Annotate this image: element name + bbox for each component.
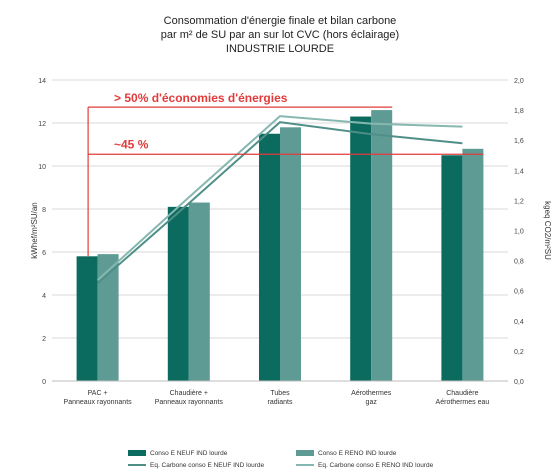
x-tick-label: Chaudière <box>446 390 478 397</box>
bar-reno <box>371 110 393 381</box>
legend: Conso E NEUF IND lourde Conso E RENO IND … <box>128 450 434 469</box>
y-tick-label: 8 <box>42 207 46 214</box>
bar-reno <box>462 148 484 381</box>
annotation-label: > 50% d'économies d'énergies <box>114 91 288 105</box>
bar-neuf <box>441 155 463 381</box>
bar-reno <box>97 254 119 381</box>
y-axis-left-label: kWhef/m²SU/an <box>30 202 39 258</box>
bar-reno <box>188 202 210 381</box>
y2-tick-label: 0,2 <box>514 349 524 356</box>
y-axis-left-ticks: 0 2 4 6 8 10 12 14 <box>38 78 46 386</box>
y2-tick-label: 0,6 <box>514 289 524 296</box>
x-tick-label: gaz <box>366 399 378 406</box>
annotations: > 50% d'économies d'énergies ~45 % <box>87 91 484 257</box>
legend-label: Eq. Carbone conso E NEUF IND lourde <box>150 462 265 469</box>
y2-tick-label: 1,2 <box>514 198 524 205</box>
y-axis-right-ticks: 0,0 0,2 0,4 0,6 0,8 1,0 1,2 1,4 1,6 1,8 2,0 <box>514 78 524 386</box>
carbon-line-reno <box>96 115 463 281</box>
carbon-lines <box>96 115 463 284</box>
y2-tick-label: 1,4 <box>514 168 524 175</box>
y-tick-label: 6 <box>42 250 46 257</box>
legend-swatch <box>128 450 146 456</box>
y-axis-right-label: kgeq CO2/m²SU <box>543 201 552 260</box>
bar-neuf <box>350 116 372 382</box>
x-tick-label: Panneaux rayonnants <box>64 399 133 406</box>
carbon-line-neuf <box>96 121 463 284</box>
legend-swatch <box>296 450 314 456</box>
bar-neuf <box>259 133 280 381</box>
y-tick-label: 2 <box>42 336 46 343</box>
bar-neuf <box>167 206 189 381</box>
bar-marks <box>76 110 484 382</box>
y-tick-label: 0 <box>42 379 46 386</box>
y2-tick-label: 0,8 <box>514 259 524 266</box>
x-tick-label: PAC + <box>88 390 108 397</box>
chart-title-line-2: par m² de SU par an sur lot CVC (hors éc… <box>161 29 399 41</box>
legend-label: Conso E RENO IND lourde <box>318 450 397 457</box>
bar-neuf <box>76 256 98 381</box>
x-tick-label: Chaudière + <box>170 390 208 397</box>
y-tick-label: 10 <box>38 164 46 171</box>
y-tick-label: 4 <box>42 293 46 300</box>
x-tick-label: Aérothermes <box>351 390 392 397</box>
y2-tick-label: 1,6 <box>514 138 524 145</box>
y2-tick-label: 1,8 <box>514 108 524 115</box>
legend-label: Eq. Carbone conso E RENO IND lourde <box>318 462 434 469</box>
chart-title-line-3: INDUSTRIE LOURDE <box>226 43 334 55</box>
x-tick-label: Tubes <box>270 390 290 397</box>
x-tick-label: Aérothermes eau <box>436 399 490 406</box>
bar-reno <box>280 127 301 381</box>
y2-tick-label: 0,0 <box>514 379 524 386</box>
annotation-label: ~45 % <box>114 137 149 151</box>
chart-title-line-1: Consommation d'énergie finale et bilan c… <box>164 15 397 27</box>
y2-tick-label: 0,4 <box>514 319 524 326</box>
y2-tick-label: 1,0 <box>514 229 524 236</box>
y-tick-label: 12 <box>38 121 46 128</box>
x-tick-label: Panneaux rayonnants <box>155 399 224 406</box>
legend-label: Conso E NEUF IND lourde <box>150 450 228 457</box>
y-tick-label: 14 <box>38 78 46 85</box>
y2-tick-label: 2,0 <box>514 78 524 85</box>
x-axis-category-labels: PAC + Panneaux rayonnants Chaudière + Panne… <box>64 390 490 406</box>
x-tick-label: radiants <box>268 399 293 406</box>
